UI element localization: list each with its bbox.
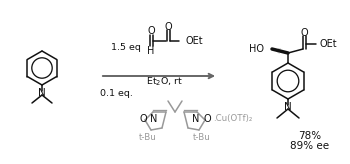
- Text: 0.1 eq.: 0.1 eq.: [100, 90, 133, 99]
- Text: 78%: 78%: [299, 131, 322, 141]
- Text: Et$_2$O, rt: Et$_2$O, rt: [146, 76, 184, 88]
- Text: N: N: [284, 102, 292, 112]
- Text: O: O: [300, 28, 308, 38]
- Text: N: N: [192, 114, 200, 124]
- Text: .Cu(OTf)₂: .Cu(OTf)₂: [213, 113, 252, 123]
- Text: N: N: [38, 88, 46, 98]
- Text: H: H: [147, 46, 155, 56]
- Text: O: O: [164, 21, 172, 31]
- Text: 1.5 eq: 1.5 eq: [111, 42, 141, 51]
- Text: HO: HO: [249, 44, 264, 54]
- Text: 89% ee: 89% ee: [290, 141, 330, 151]
- Text: OEt: OEt: [320, 39, 338, 49]
- Text: t-Bu: t-Bu: [139, 133, 157, 143]
- Text: O: O: [147, 27, 155, 37]
- Text: OEt: OEt: [185, 36, 203, 46]
- Text: N: N: [150, 114, 158, 124]
- Text: t-Bu: t-Bu: [193, 133, 211, 143]
- Text: O: O: [203, 114, 211, 124]
- Text: O: O: [139, 114, 147, 124]
